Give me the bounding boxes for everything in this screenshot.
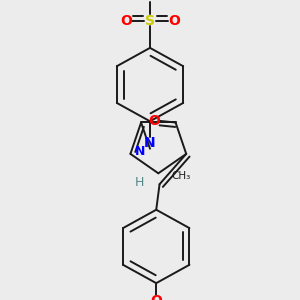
Text: H: H [135,176,145,189]
Text: O: O [120,14,132,28]
Text: CH₃: CH₃ [171,171,190,181]
Text: N: N [144,0,156,3]
Text: O: O [150,294,162,300]
Text: S: S [145,14,155,28]
Text: N: N [134,145,145,158]
Text: O: O [148,114,160,128]
Text: N: N [144,136,156,150]
Text: O: O [168,14,180,28]
